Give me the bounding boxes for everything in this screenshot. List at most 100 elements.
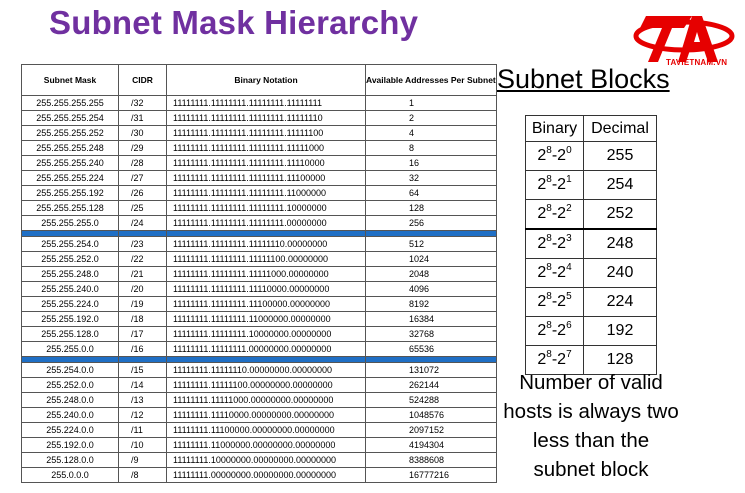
cell-decimal: 240 <box>583 258 657 288</box>
cell-binary: 11111111.11111100.00000000.00000000 <box>166 377 366 393</box>
cell-binary-expression: 28-23 <box>525 228 584 259</box>
table-row: 255.252.0.0/14 11111111.11111100.00000000… <box>21 377 497 393</box>
expression-part: 2 <box>537 351 547 368</box>
table-row: 255.255.248.0/21 11111111.11111111.111110… <box>21 266 497 282</box>
cell-subnet-mask: 255.255.255.128 <box>21 200 119 216</box>
exponent: 8 <box>546 203 552 214</box>
block-row: 28-22 252 <box>525 199 657 230</box>
cell-available: 64 <box>365 185 497 201</box>
exponent: 8 <box>546 233 552 244</box>
exponent: 0 <box>566 145 572 156</box>
cell-subnet-mask: 255.248.0.0 <box>21 392 119 408</box>
cell-binary: 11111111.11111111.11000000.00000000 <box>166 311 366 327</box>
header-binary: Binary <box>525 115 584 142</box>
cell-binary: 11111111.11111111.11111111.11111110 <box>166 110 366 126</box>
cell-available: 4 <box>365 125 497 141</box>
note-line: hosts is always two <box>503 400 679 423</box>
expression-part: 2 <box>537 264 547 281</box>
cell-available: 4096 <box>365 281 497 297</box>
cell-subnet-mask: 255.240.0.0 <box>21 407 119 423</box>
cell-available: 2048 <box>365 266 497 282</box>
cell-binary: 11111111.11100000.00000000.00000000 <box>166 422 366 438</box>
exponent: 8 <box>546 349 552 360</box>
table-row: 255.255.255.128/25 11111111.11111111.1111… <box>21 200 497 216</box>
cell-decimal: 255 <box>583 141 657 171</box>
cell-decimal: 252 <box>583 199 657 230</box>
cell-available: 524288 <box>365 392 497 408</box>
cell-cidr: /25 <box>118 200 167 216</box>
cell-binary-expression: 28-26 <box>525 316 584 346</box>
cell-available: 16 <box>365 155 497 171</box>
cell-available: 1048576 <box>365 407 497 423</box>
cell-cidr: /32 <box>118 95 167 111</box>
expression-part: 2 <box>537 147 547 164</box>
cell-binary: 11111111.11111111.11111111.11111100 <box>166 125 366 141</box>
cell-subnet-mask: 255.255.255.248 <box>21 140 119 156</box>
cell-binary: 11111111.11111111.11111111.11000000 <box>166 185 366 201</box>
table-row: 255.255.255.248/29 11111111.11111111.1111… <box>21 140 497 156</box>
cell-binary-expression: 28-25 <box>525 287 584 317</box>
cell-binary: 11111111.11111111.00000000.00000000 <box>166 341 366 357</box>
exponent: 1 <box>566 174 572 185</box>
table-row: 255.255.255.192/26 11111111.11111111.1111… <box>21 185 497 201</box>
page-title: Subnet Mask Hierarchy <box>49 4 419 41</box>
table-row: 255.255.192.0/18 11111111.11111111.110000… <box>21 311 497 327</box>
cell-available: 128 <box>365 200 497 216</box>
expression-part: 2 <box>537 205 547 222</box>
note-line: Number of valid <box>519 371 663 394</box>
table-row: 255.255.255.254/31 11111111.11111111.1111… <box>21 110 497 126</box>
cell-cidr: /18 <box>118 311 167 327</box>
cell-cidr: /24 <box>118 215 167 231</box>
cell-subnet-mask: 255.255.255.254 <box>21 110 119 126</box>
cell-binary: 11111111.11111111.11100000.00000000 <box>166 296 366 312</box>
exponent: 8 <box>546 174 552 185</box>
expression-part: 2 <box>537 235 547 252</box>
exponent: 3 <box>566 233 572 244</box>
block-row: 28-23 248 <box>525 228 657 259</box>
cell-subnet-mask: 255.255.255.252 <box>21 125 119 141</box>
cell-binary: 11111111.11111111.11111111.00000000 <box>166 215 366 231</box>
cell-cidr: /31 <box>118 110 167 126</box>
cell-cidr: /26 <box>118 185 167 201</box>
cell-cidr: /13 <box>118 392 167 408</box>
cell-binary: 11111111.11111000.00000000.00000000 <box>166 392 366 408</box>
header-subnet-mask: Subnet Mask <box>21 64 119 96</box>
exponent: 2 <box>566 203 572 214</box>
header-cidr: CIDR <box>118 64 167 96</box>
cell-cidr: /23 <box>118 236 167 252</box>
cell-binary: 11111111.11111111.11111111.10000000 <box>166 200 366 216</box>
expression-part: 2 <box>537 176 547 193</box>
note-line: subnet block <box>533 458 649 481</box>
cell-binary: 11111111.11111111.11111110.00000000 <box>166 236 366 252</box>
cell-cidr: /15 <box>118 362 167 378</box>
table-row: 255.255.0.0/16 11111111.11111111.00000000… <box>21 341 497 357</box>
note-line: less than the <box>532 429 650 452</box>
cell-binary: 11111111.11111110.00000000.00000000 <box>166 362 366 378</box>
cell-available: 1024 <box>365 251 497 267</box>
cell-binary: 11111111.00000000.00000000.00000000 <box>166 467 366 483</box>
exponent: 6 <box>566 320 572 331</box>
cell-available: 131072 <box>365 362 497 378</box>
cell-binary: 11111111.10000000.00000000.00000000 <box>166 452 366 468</box>
header-available-addresses: Available Addresses Per Subnet <box>365 64 497 96</box>
exponent: 5 <box>566 291 572 302</box>
cell-available: 256 <box>365 215 497 231</box>
cell-cidr: /20 <box>118 281 167 297</box>
cell-subnet-mask: 255.255.224.0 <box>21 296 119 312</box>
cell-available: 16384 <box>365 311 497 327</box>
cell-cidr: /11 <box>118 422 167 438</box>
cell-decimal: 224 <box>583 287 657 317</box>
cell-binary: 11111111.11111111.11111111.11111111 <box>166 95 366 111</box>
cell-cidr: /12 <box>118 407 167 423</box>
subnet-blocks-table: Binary Decimal 28-20 255 28-21 254 28-22 252 2… <box>525 115 657 375</box>
cell-binary-expression: 28-27 <box>525 345 584 375</box>
cell-available: 262144 <box>365 377 497 393</box>
cell-available: 2 <box>365 110 497 126</box>
table-row: 255.255.255.240/28 11111111.11111111.1111… <box>21 155 497 171</box>
cell-cidr: /27 <box>118 170 167 186</box>
block-row: 28-24 240 <box>525 258 657 288</box>
exponent: 4 <box>566 262 572 273</box>
cell-cidr: /22 <box>118 251 167 267</box>
cell-cidr: /10 <box>118 437 167 453</box>
cell-binary: 11111111.11111111.11111111.11100000 <box>166 170 366 186</box>
